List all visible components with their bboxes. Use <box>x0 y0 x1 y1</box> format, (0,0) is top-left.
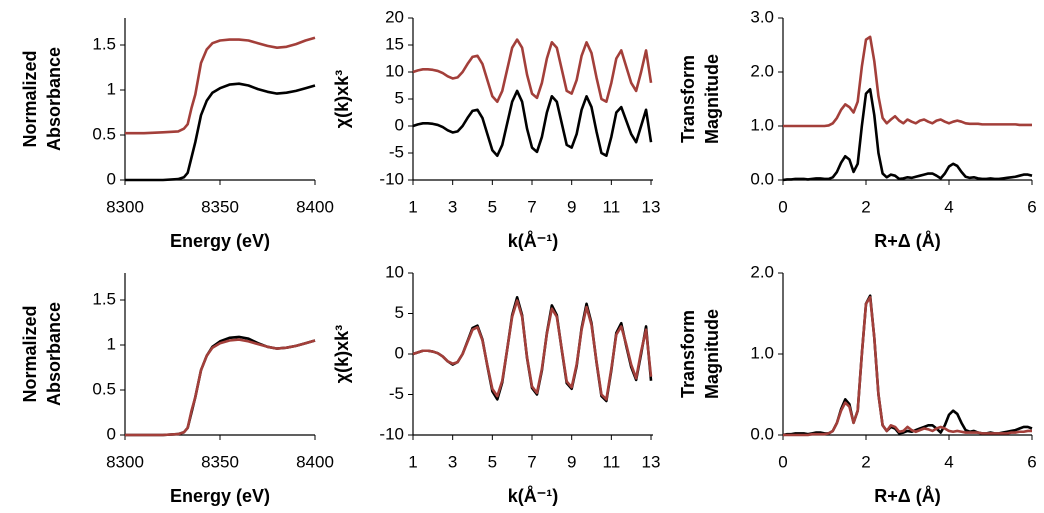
x-tick-label: 7 <box>527 452 536 471</box>
y-tick-label: 0 <box>107 169 116 188</box>
x-tick-label: 5 <box>488 452 497 471</box>
x-axis-label: Energy (eV) <box>170 486 270 506</box>
x-tick-label: 9 <box>567 452 576 471</box>
data-line <box>783 35 1032 128</box>
y-axis-label: Normalized <box>20 305 40 402</box>
x-axis-label: k(Å⁻¹) <box>508 486 559 506</box>
y-tick-label: 0.0 <box>750 424 774 443</box>
x-tick-label: 8400 <box>296 452 334 471</box>
x-tick-label: 13 <box>642 197 661 216</box>
y-tick-label: 2.0 <box>750 262 774 281</box>
y-tick-label: 0.5 <box>92 379 116 398</box>
x-axis-label: k(Å⁻¹) <box>508 231 559 251</box>
x-axis-label: Energy (eV) <box>170 231 270 251</box>
x-tick-label: 4 <box>944 452 953 471</box>
y-axis-label: Magnitude <box>702 309 722 399</box>
y-tick-label: 1.5 <box>92 34 116 53</box>
y-tick-label: 10 <box>385 61 404 80</box>
y-tick-label: -10 <box>379 169 404 188</box>
x-tick-label: 8300 <box>106 197 144 216</box>
data-line <box>412 89 653 157</box>
x-tick-label: 0 <box>778 452 787 471</box>
x-tick-label: 3 <box>448 197 457 216</box>
x-tick-label: 8400 <box>296 197 334 216</box>
x-tick-label: 5 <box>488 197 497 216</box>
y-axis-label: Normalized <box>20 50 40 147</box>
y-tick-label: 15 <box>385 34 404 53</box>
y-tick-label: 20 <box>385 7 404 26</box>
x-tick-label: 7 <box>527 197 536 216</box>
x-tick-label: 8350 <box>201 197 239 216</box>
x-tick-label: 2 <box>861 452 870 471</box>
x-tick-label: 0 <box>778 197 787 216</box>
y-tick-label: -10 <box>379 424 404 443</box>
data-line <box>782 294 1033 437</box>
y-axis-label: Magnitude <box>702 54 722 144</box>
y-tick-label: 3.0 <box>750 7 774 26</box>
data-line <box>412 299 653 401</box>
y-tick-label: 1 <box>107 79 116 98</box>
y-axis-label: Absorbance <box>44 302 64 406</box>
data-line <box>412 38 653 103</box>
y-axis-label: χ(k)xk³ <box>332 70 352 128</box>
data-line <box>125 82 316 182</box>
y-axis-label: χ(k)xk³ <box>332 325 352 383</box>
x-tick-label: 6 <box>1027 452 1036 471</box>
y-tick-label: 5 <box>395 303 404 322</box>
x-tick-label: 9 <box>567 197 576 216</box>
x-axis-label: R+Δ (Å) <box>874 486 940 506</box>
x-tick-label: 6 <box>1027 197 1036 216</box>
data-line <box>782 87 1033 182</box>
y-tick-label: 2.0 <box>750 61 774 80</box>
x-axis-label: R+Δ (Å) <box>874 231 940 251</box>
y-tick-label: 1.0 <box>750 115 774 134</box>
x-tick-label: 1 <box>408 197 417 216</box>
data-line <box>125 36 316 135</box>
y-tick-label: 1.5 <box>92 289 116 308</box>
y-tick-label: 0.0 <box>750 169 774 188</box>
data-line <box>125 338 316 437</box>
y-tick-label: 0.5 <box>92 124 116 143</box>
x-tick-label: 8300 <box>106 452 144 471</box>
y-tick-label: 5 <box>395 88 404 107</box>
y-tick-label: 0 <box>395 115 404 134</box>
y-axis-label: Transform <box>678 55 698 143</box>
x-tick-label: 8350 <box>201 452 239 471</box>
y-tick-label: 0 <box>107 424 116 443</box>
x-tick-label: 11 <box>603 197 621 216</box>
y-tick-label: 10 <box>385 262 404 281</box>
x-tick-label: 13 <box>642 452 661 471</box>
data-line <box>125 335 316 437</box>
y-tick-label: 1.0 <box>750 343 774 362</box>
y-tick-label: 0 <box>395 343 404 362</box>
y-axis-label: Transform <box>678 310 698 398</box>
x-tick-label: 3 <box>448 452 457 471</box>
x-tick-label: 2 <box>861 197 870 216</box>
y-axis-label: Absorbance <box>44 47 64 151</box>
y-tick-label: 1 <box>107 334 116 353</box>
data-line <box>783 296 1032 437</box>
y-tick-label: -5 <box>389 142 404 161</box>
x-tick-label: 1 <box>408 452 417 471</box>
x-tick-label: 11 <box>603 452 621 471</box>
y-tick-label: -5 <box>389 384 404 403</box>
x-tick-label: 4 <box>944 197 953 216</box>
